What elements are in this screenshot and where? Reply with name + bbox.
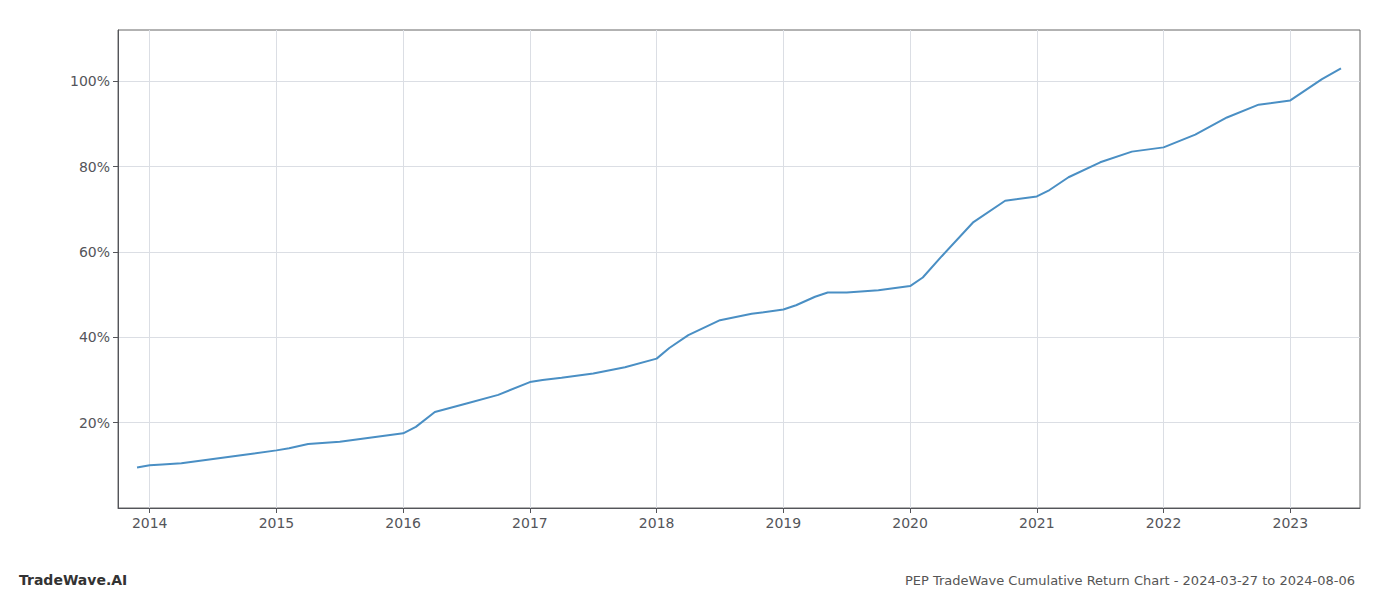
svg-text:80%: 80% <box>79 159 110 175</box>
svg-text:2019: 2019 <box>766 515 802 531</box>
svg-text:2021: 2021 <box>1019 515 1055 531</box>
svg-text:2018: 2018 <box>639 515 675 531</box>
svg-text:PEP TradeWave Cumulative Retur: PEP TradeWave Cumulative Return Chart - … <box>905 573 1355 588</box>
svg-text:2015: 2015 <box>259 515 295 531</box>
svg-text:2014: 2014 <box>132 515 168 531</box>
svg-text:20%: 20% <box>79 415 110 431</box>
svg-text:40%: 40% <box>79 329 110 345</box>
svg-text:2022: 2022 <box>1146 515 1182 531</box>
svg-text:2017: 2017 <box>512 515 548 531</box>
svg-text:100%: 100% <box>70 73 110 89</box>
svg-text:TradeWave.AI: TradeWave.AI <box>19 572 127 588</box>
svg-text:2016: 2016 <box>385 515 421 531</box>
svg-text:2020: 2020 <box>892 515 928 531</box>
svg-text:60%: 60% <box>79 244 110 260</box>
svg-text:2023: 2023 <box>1272 515 1308 531</box>
